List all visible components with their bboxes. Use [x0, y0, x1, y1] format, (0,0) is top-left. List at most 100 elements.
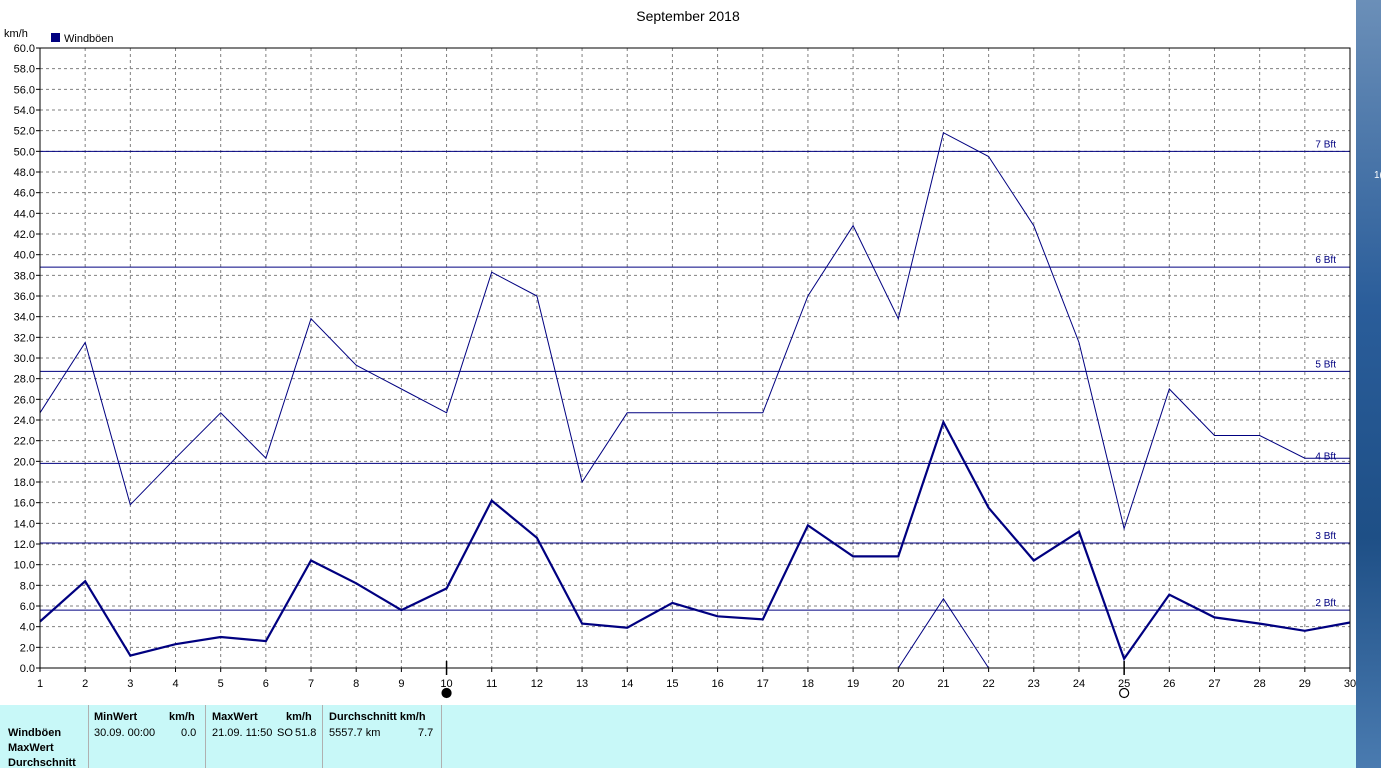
- x-tick-label: 4: [172, 678, 178, 690]
- x-tick-label: 3: [127, 678, 133, 690]
- x-tick-label: 21: [937, 678, 949, 690]
- y-tick-label: 22.0: [14, 436, 35, 448]
- x-tick-label: 7: [308, 678, 314, 690]
- stats-min-header: MinWert: [94, 711, 138, 723]
- x-tick-label: 25: [1118, 678, 1130, 690]
- stats-avg-value: 7.7: [418, 727, 434, 739]
- reference-line-label: 4 Bft: [1315, 451, 1336, 462]
- y-tick-label: 46.0: [14, 188, 35, 200]
- stats-max-unit: km/h: [286, 711, 312, 723]
- y-tick-label: 44.0: [14, 208, 35, 220]
- x-tick-label: 6: [263, 678, 269, 690]
- chart: September 2018 km/h Windböen 2 Bft 3 Bft 4…: [4, 8, 1356, 699]
- new-moon-icon: [441, 687, 452, 699]
- reference-line-label: 5 Bft: [1315, 359, 1336, 370]
- series-layer: [39, 131, 1351, 669]
- stats-avg-distance: 5557.7 km: [329, 727, 381, 739]
- y-tick-label: 28.0: [14, 374, 35, 386]
- stats-max-datetime: 21.09. 11:50: [212, 727, 273, 739]
- y-tick-label: 2.0: [20, 642, 35, 654]
- desktop-edge-strip: 1(: [1356, 0, 1381, 768]
- stats-max-column: MaxWert km/h 21.09. 11:50 SO 51.8: [206, 705, 323, 768]
- y-tick-label: 52.0: [14, 126, 35, 138]
- x-tick-label: 13: [576, 678, 588, 690]
- reference-line-label: 2 Bft: [1315, 598, 1336, 609]
- y-tick-label: 12.0: [14, 539, 35, 551]
- x-tick-label: 16: [711, 678, 723, 690]
- legend-label: Windböen: [64, 33, 114, 45]
- reference-line-label: 7 Bft: [1315, 139, 1336, 150]
- y-tick-label: 54.0: [14, 105, 35, 117]
- x-tick-label: 15: [666, 678, 678, 690]
- y-tick-label: 42.0: [14, 229, 35, 241]
- series-line: [897, 597, 990, 669]
- y-tick-label: 8.0: [20, 580, 35, 592]
- x-tick-label: 26: [1163, 678, 1175, 690]
- x-tick-label: 24: [1073, 678, 1085, 690]
- x-tick-label: 30: [1344, 678, 1356, 690]
- x-tick-label: 11: [486, 678, 497, 690]
- stats-max-direction: SO: [277, 727, 293, 739]
- chart-title: September 2018: [636, 8, 740, 24]
- y-tick-label: 4.0: [20, 622, 35, 634]
- x-tick-label: 18: [802, 678, 814, 690]
- x-tick-label: 23: [1028, 678, 1040, 690]
- reference-line-label: 6 Bft: [1315, 255, 1336, 266]
- stats-row-label: Windböen: [8, 727, 62, 739]
- x-tick-label: 20: [892, 678, 904, 690]
- y-tick-label: 0.0: [20, 663, 35, 675]
- y-tick-label: 6.0: [20, 601, 35, 613]
- x-tick-label: 14: [621, 678, 633, 690]
- stats-min-column: MinWert km/h 30.09. 00:00 0.0: [89, 705, 206, 768]
- stats-avg-header: Durchschnitt km/h: [329, 711, 426, 723]
- y-tick-label: 14.0: [14, 518, 35, 530]
- grid: [40, 48, 1350, 668]
- x-tick-label: 17: [757, 678, 769, 690]
- y-tick-label: 30.0: [14, 353, 35, 365]
- y-axis-ticks: 0.0 2.0 4.0 6.0 8.0 10.0 12.0 14.0 16.0 18.0 20.0 2…: [14, 43, 40, 675]
- y-tick-label: 38.0: [14, 270, 35, 282]
- y-tick-label: 20.0: [14, 456, 35, 468]
- y-axis-unit-label: km/h: [4, 28, 28, 40]
- y-tick-label: 56.0: [14, 84, 35, 96]
- x-tick-label: 19: [847, 678, 859, 690]
- moon-markers: [441, 661, 1130, 699]
- x-tick-label: 9: [398, 678, 404, 690]
- y-tick-label: 10.0: [14, 560, 35, 572]
- x-tick-label: 22: [982, 678, 994, 690]
- beaufort-reference-lines: 2 Bft 3 Bft 4 Bft 5 Bft 6 Bft 7 Bft: [40, 139, 1350, 611]
- x-tick-label: 29: [1299, 678, 1311, 690]
- y-tick-label: 60.0: [14, 43, 35, 55]
- stats-min-value: 0.0: [181, 727, 197, 739]
- stats-max-header: MaxWert: [212, 711, 258, 723]
- series-line: [39, 419, 1351, 662]
- reference-line-label: 3 Bft: [1315, 531, 1336, 542]
- x-tick-label: 27: [1208, 678, 1220, 690]
- x-tick-label: 1: [37, 678, 43, 690]
- statistics-table: Windböen MaxWert Durchschnitt MinWert km…: [0, 705, 1356, 769]
- y-tick-label: 32.0: [14, 332, 35, 344]
- y-tick-label: 48.0: [14, 167, 35, 179]
- y-tick-label: 16.0: [14, 498, 35, 510]
- x-tick-label: 2: [82, 678, 88, 690]
- x-tick-label: 12: [531, 678, 543, 690]
- stats-row-labels: Windböen MaxWert Durchschnitt: [0, 705, 89, 769]
- y-tick-label: 40.0: [14, 250, 35, 262]
- stats-row-label: MaxWert: [8, 742, 54, 754]
- series-line: [39, 131, 1350, 531]
- stats-min-unit: km/h: [169, 711, 195, 723]
- stats-avg-column: Durchschnitt km/h 5557.7 km 7.7: [323, 705, 442, 768]
- x-tick-label: 5: [218, 678, 224, 690]
- y-tick-label: 50.0: [14, 146, 35, 158]
- y-tick-label: 36.0: [14, 291, 35, 303]
- x-tick-label: 28: [1254, 678, 1266, 690]
- stats-row-label: Durchschnitt: [8, 757, 76, 769]
- stats-min-datetime: 30.09. 00:00: [94, 727, 156, 739]
- y-tick-label: 58.0: [14, 64, 35, 76]
- y-tick-label: 24.0: [14, 415, 35, 427]
- legend-swatch: [51, 33, 60, 42]
- full-moon-icon: [1119, 687, 1130, 699]
- y-tick-label: 34.0: [14, 312, 35, 324]
- plot-frame: [39, 47, 1351, 669]
- y-tick-label: 26.0: [14, 394, 35, 406]
